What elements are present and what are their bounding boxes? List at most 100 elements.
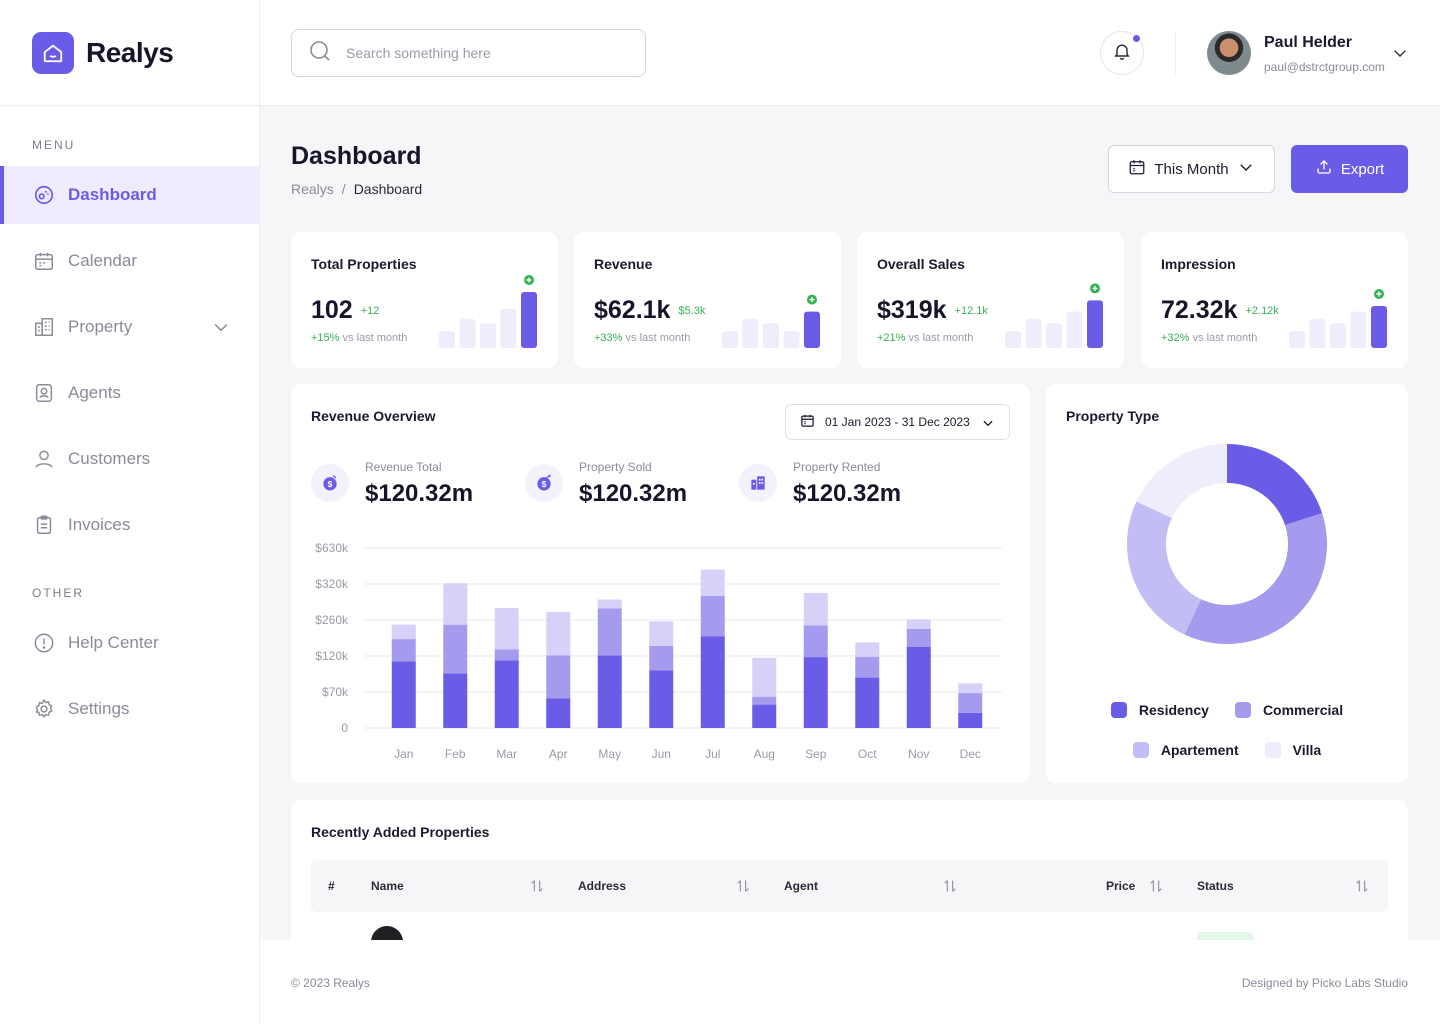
bar-segment[interactable] [906,629,931,647]
sidebar-item-property[interactable]: Property [0,298,259,356]
sidebar-item-help-center[interactable]: Help Center [0,614,259,672]
x-tick-label: Jul [705,747,720,761]
stat-card-impression[interactable]: Impression 72.32k +2.12k +32% vs last mon… [1141,232,1408,368]
bar-segment[interactable] [855,656,880,678]
sort-icon[interactable] [942,878,958,897]
bar-segment[interactable] [700,595,725,637]
stat-card-total-properties[interactable]: Total Properties 102 +12 +15% vs last mon… [291,232,558,368]
sort-icon[interactable] [1148,878,1164,897]
divider [1175,32,1176,74]
bar-segment[interactable] [958,712,983,728]
bar-segment[interactable] [443,583,468,625]
bar-segment[interactable] [700,569,725,596]
chevron-down-icon[interactable] [1391,44,1409,67]
sidebar-item-agents[interactable]: Agents [0,364,259,422]
upload-icon [1315,158,1333,180]
donut-slice-apartement[interactable] [1127,501,1202,635]
column-header-address[interactable]: Address [578,879,627,893]
bar-segment[interactable] [649,645,674,671]
bar-segment[interactable] [906,647,931,728]
bar-segment[interactable] [391,624,416,640]
chevron-down-icon[interactable] [211,317,231,342]
bar-segment[interactable] [443,624,468,674]
breadcrumb-item-root[interactable]: Realys [291,181,334,197]
bar-segment[interactable] [391,639,416,662]
column-header-status[interactable]: Status [1197,879,1234,893]
bar-segment[interactable] [700,636,725,728]
bar-segment[interactable] [597,599,622,609]
stat-title: Revenue [594,256,653,272]
donut-slice-residency[interactable] [1227,444,1323,526]
sort-icon[interactable] [529,878,545,897]
bar-segment[interactable] [752,704,777,728]
sort-icon[interactable] [735,878,751,897]
plus-icon [1092,285,1098,291]
sidebar-item-calendar[interactable]: Calendar [0,232,259,290]
column-header-name[interactable]: Name [371,879,404,893]
user-name: Paul Helder [1264,34,1353,51]
mini-bar-chart [439,275,537,348]
plus-icon [526,277,532,283]
date-range-picker[interactable]: 01 Jan 2023 - 31 Dec 2023 [785,404,1010,440]
legend-item-villa[interactable]: Villa [1264,742,1321,758]
stat-card-overall-sales[interactable]: Overall Sales $319k +12.1k +21% vs last m… [857,232,1124,368]
plus-icon [809,297,815,303]
page-title: Dashboard [291,142,422,170]
legend-item-commercial[interactable]: Commercial [1234,702,1343,718]
bar-segment[interactable] [803,593,828,626]
mini-bar [1350,311,1367,348]
bar-segment[interactable] [803,625,828,658]
brand[interactable]: Realys [0,0,259,106]
search-input[interactable] [346,45,626,61]
avatar[interactable] [1207,31,1251,75]
bar-segment[interactable] [649,621,674,646]
bar-segment[interactable] [494,649,519,661]
sidebar-item-customers[interactable]: Customers [0,430,259,488]
legend-item-apartement[interactable]: Apartement [1132,742,1239,758]
sidebar-item-settings[interactable]: Settings [0,680,259,738]
notification-button[interactable] [1100,31,1144,75]
bar-segment[interactable] [391,661,416,728]
bar-segment[interactable] [546,655,571,699]
card-title: Recently Added Properties [311,824,490,840]
y-tick-label: $70k [322,685,349,699]
bar-segment[interactable] [855,677,880,728]
donut-slice-commercial[interactable] [1184,513,1327,644]
bar-segment[interactable] [649,670,674,728]
building-small-icon [739,464,777,502]
column-header-agent[interactable]: Agent [784,879,818,893]
period-select[interactable]: This Month [1108,145,1275,193]
mini-bar [480,323,496,348]
stat-value-number: $319k [877,296,947,324]
bar-segment[interactable] [855,642,880,657]
bar-segment[interactable] [958,683,983,694]
sidebar-item-invoices[interactable]: Invoices [0,496,259,554]
bar-segment[interactable] [803,657,828,728]
bar-segment[interactable] [752,657,777,697]
bar-segment[interactable] [752,696,777,705]
bar-segment[interactable] [546,612,571,656]
search-box[interactable] [291,29,646,77]
sidebar-item-label: Calendar [68,251,137,270]
menu-section-label: MENU [32,138,76,152]
y-tick-label: 0 [341,721,348,735]
bar-segment[interactable] [443,673,468,728]
x-tick-label: Aug [754,747,775,761]
stat-card-revenue[interactable]: Revenue $62.1k $5.3k +33% vs last month [574,232,841,368]
legend-item-residency[interactable]: Residency [1110,702,1209,718]
agent-badge-icon [32,381,56,405]
bar-segment[interactable] [494,660,519,728]
bar-segment[interactable] [597,608,622,656]
column-header-price[interactable]: Price [1106,879,1136,893]
stat-value: 102 +12 [311,296,379,325]
bar-segment[interactable] [958,693,983,713]
sidebar-item-dashboard[interactable]: Dashboard [0,166,259,224]
bar-segment[interactable] [906,619,931,629]
donut-slice-villa[interactable] [1136,444,1227,519]
bar-segment[interactable] [546,698,571,728]
sort-icon[interactable] [1354,878,1370,897]
export-button[interactable]: Export [1291,145,1408,193]
bar-segment[interactable] [494,608,519,650]
bar-segment[interactable] [597,655,622,728]
sidebar-item-label: Invoices [68,515,131,534]
